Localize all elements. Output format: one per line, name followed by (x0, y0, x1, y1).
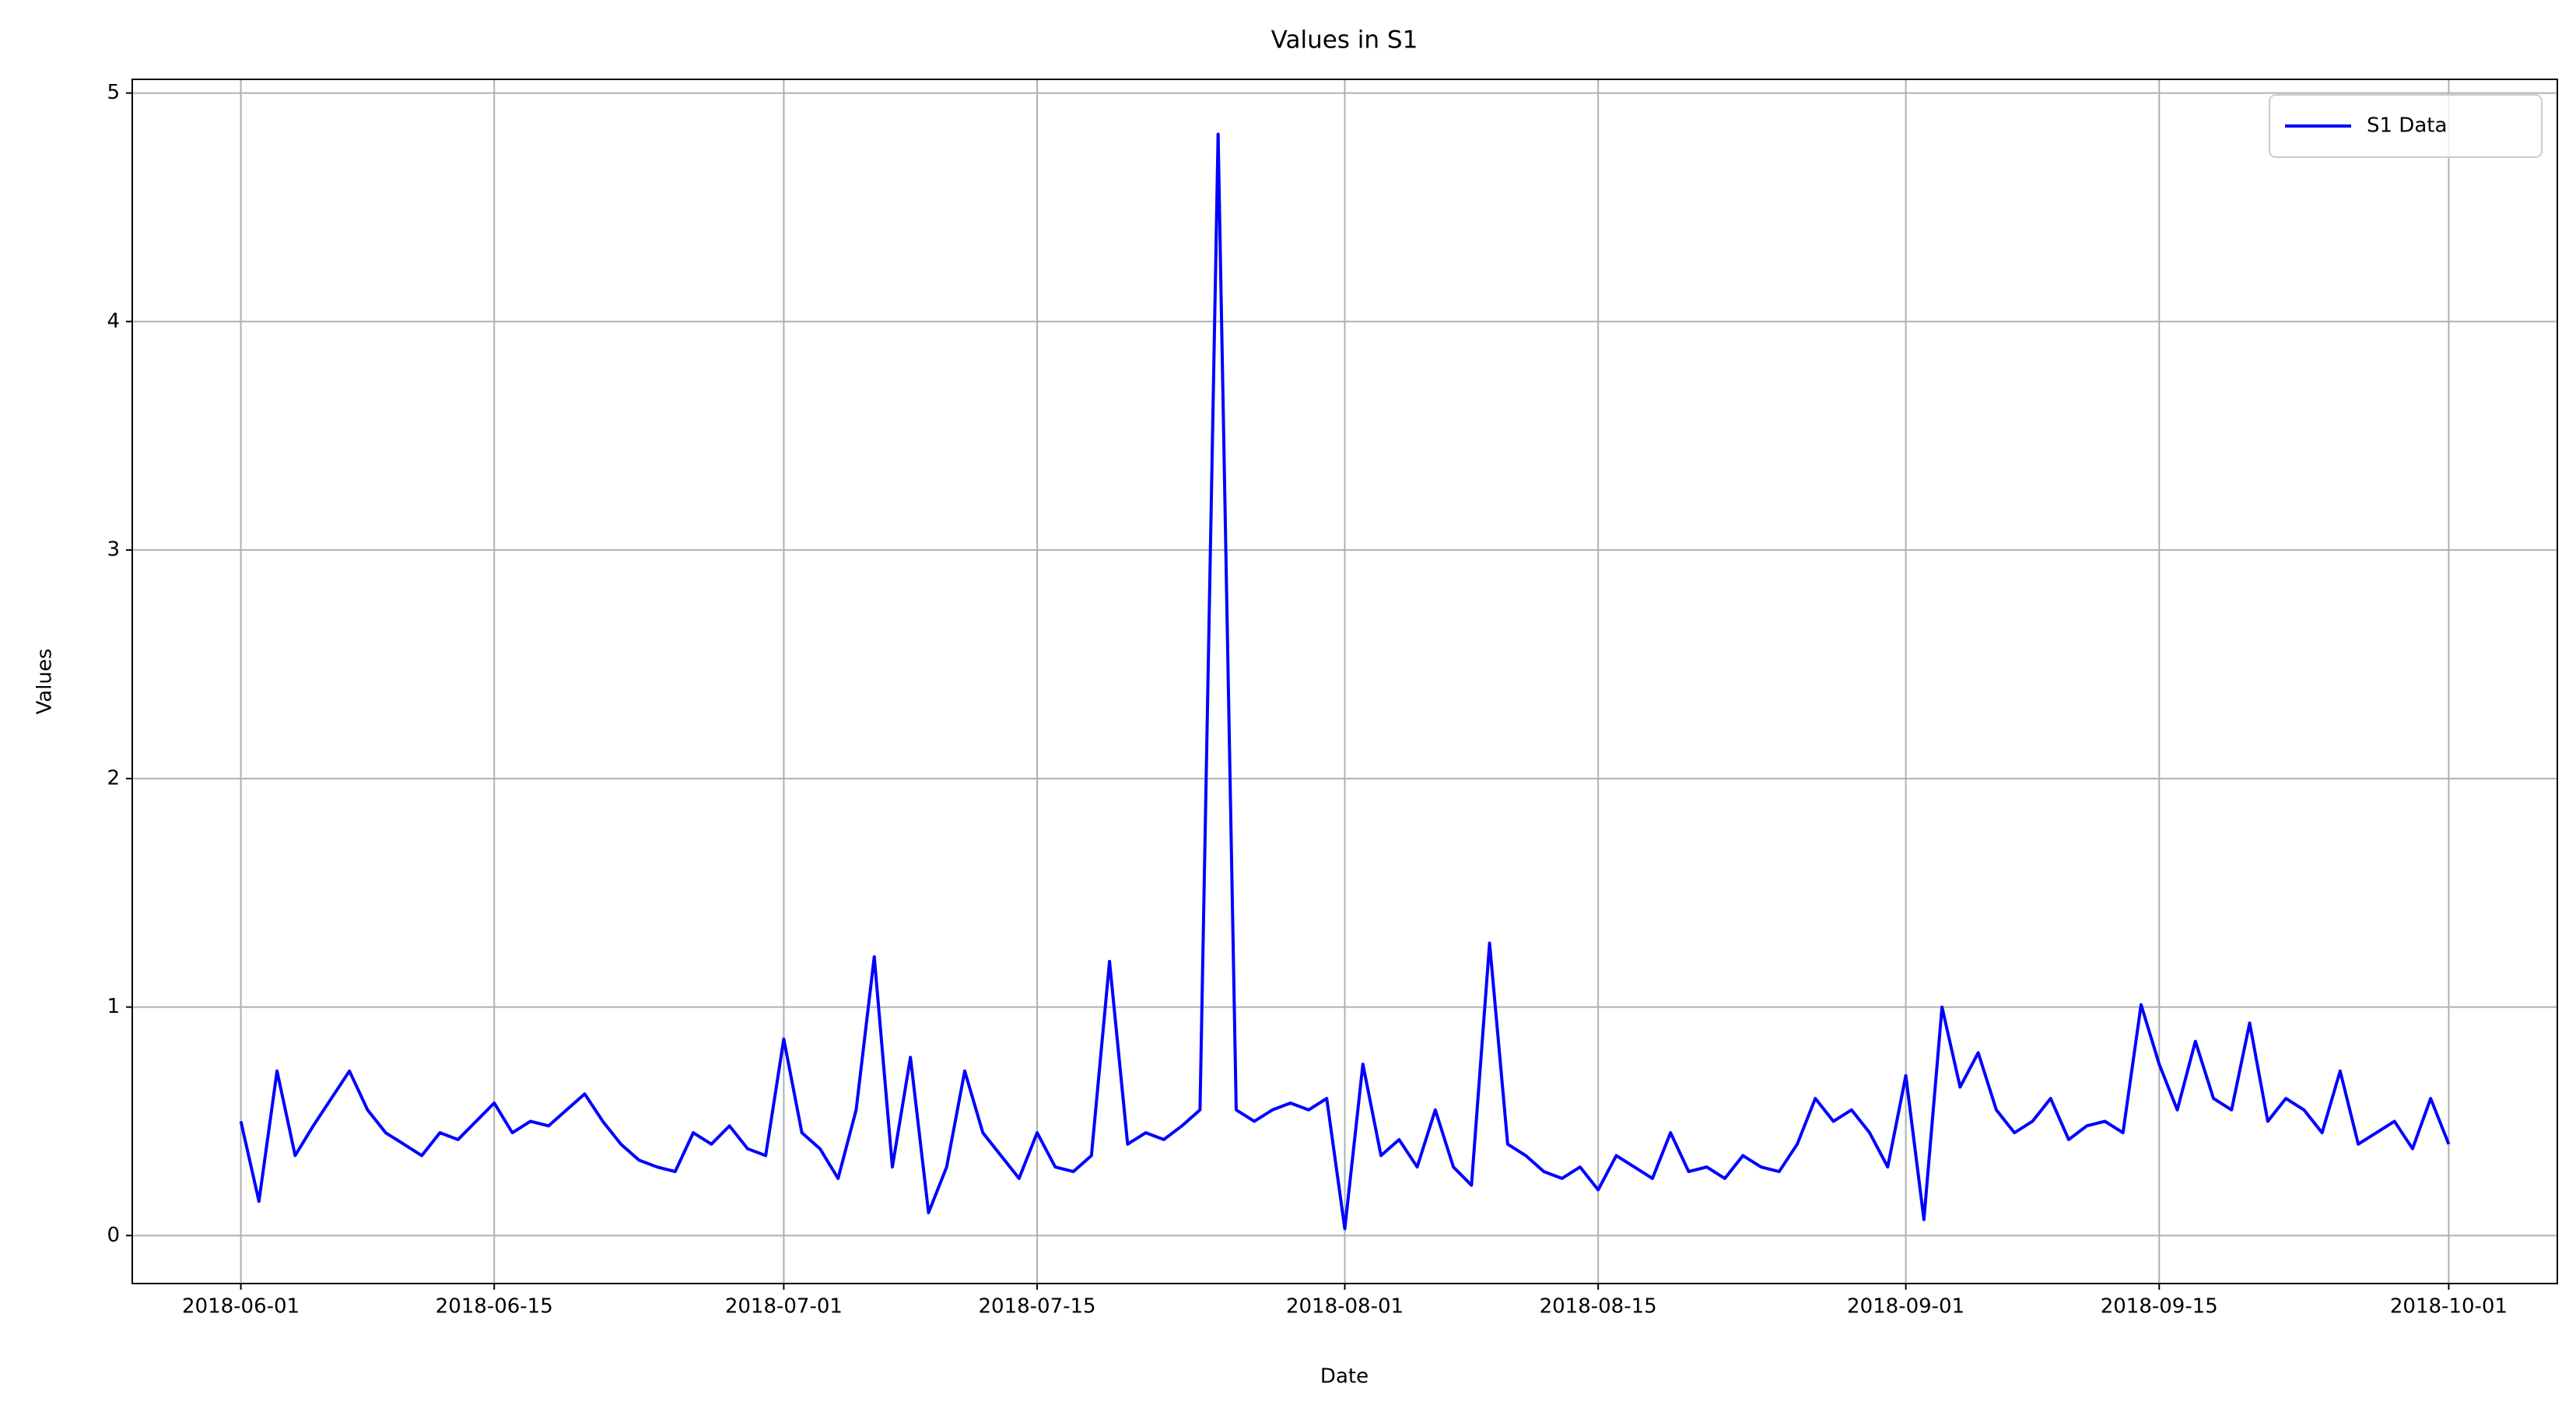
y-tick-label: 3 (107, 538, 120, 562)
x-axis-label: Date (1320, 1365, 1369, 1389)
data-line (239, 132, 2451, 1231)
legend: S1 Data (2269, 94, 2543, 158)
x-tick-label: 2018-10-01 (2390, 1295, 2508, 1319)
legend-label: S1 Data (2367, 114, 2447, 138)
y-tick-label: 0 (107, 1224, 120, 1247)
y-tick-label: 5 (107, 81, 120, 104)
x-tick-label: 2018-06-01 (182, 1295, 300, 1319)
y-axis-label: Values (33, 649, 57, 715)
x-tick-label: 2018-09-15 (2101, 1295, 2218, 1319)
y-tick-label: 4 (107, 310, 120, 333)
y-tick-label: 1 (107, 995, 120, 1018)
x-tick-label: 2018-07-15 (979, 1295, 1096, 1319)
chart-title: Values in S1 (1271, 26, 1418, 54)
x-tick-label: 2018-09-01 (1847, 1295, 1964, 1319)
y-tick-label: 2 (107, 766, 120, 790)
x-tick-label: 2018-07-01 (725, 1295, 843, 1319)
legend-box (2269, 94, 2543, 158)
x-tick-label: 2018-08-01 (1286, 1295, 1404, 1319)
x-tick-label: 2018-08-15 (1540, 1295, 1657, 1319)
axes-frame (131, 79, 2558, 1284)
x-tick-label: 2018-06-15 (436, 1295, 553, 1319)
